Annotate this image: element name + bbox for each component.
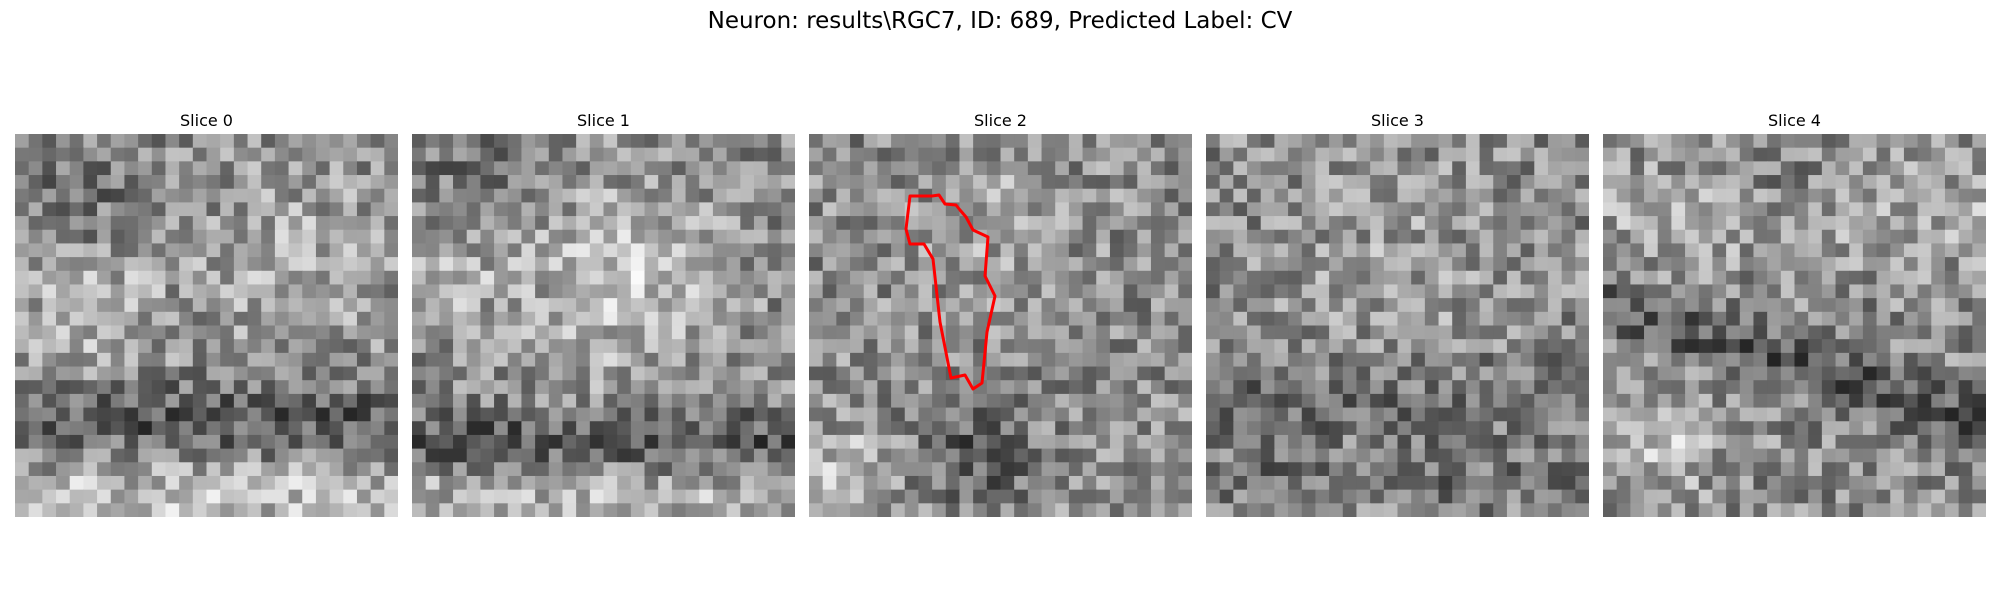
slice-title-4: Slice 4 xyxy=(1768,111,1821,130)
slice-image-1 xyxy=(412,134,795,517)
slice-title-1: Slice 1 xyxy=(577,111,630,130)
figure-title: Neuron: results\RGC7, ID: 689, Predicted… xyxy=(707,8,1293,34)
slice-panel-1: Slice 1 xyxy=(412,108,795,517)
slice-image-0 xyxy=(15,134,398,517)
slice-image-4 xyxy=(1603,134,1986,517)
slice-title-3: Slice 3 xyxy=(1371,111,1424,130)
slice-panel-3: Slice 3 xyxy=(1206,108,1589,517)
slice-panel-4: Slice 4 xyxy=(1603,108,1986,517)
slice-title-0: Slice 0 xyxy=(180,111,233,130)
slice-panel-2: Slice 2 xyxy=(809,108,1192,517)
slice-image-2 xyxy=(809,134,1192,517)
slice-image-3 xyxy=(1206,134,1589,517)
roi-contour xyxy=(904,193,997,391)
slice-title-2: Slice 2 xyxy=(974,111,1027,130)
slice-panel-0: Slice 0 xyxy=(15,108,398,517)
